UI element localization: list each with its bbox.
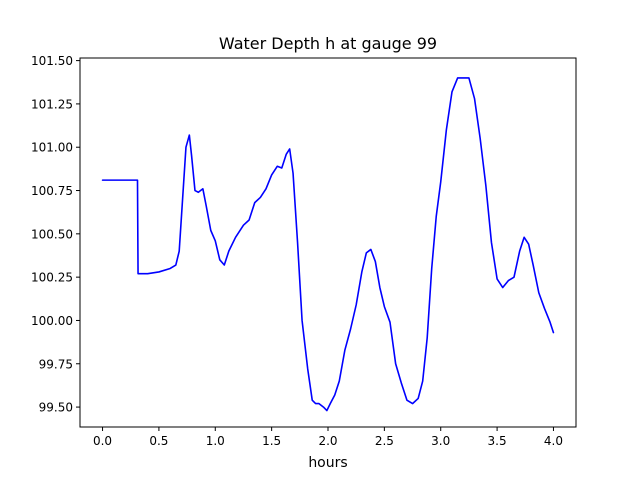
x-tick-label: 1.0 bbox=[206, 434, 225, 448]
y-tick-label: 100.00 bbox=[31, 314, 73, 328]
chart-title: Water Depth h at gauge 99 bbox=[219, 34, 437, 53]
x-tick-label: 0.5 bbox=[149, 434, 168, 448]
y-tick-label: 100.75 bbox=[31, 184, 73, 198]
x-tick-label: 2.0 bbox=[318, 434, 337, 448]
y-tick-label: 100.50 bbox=[31, 227, 73, 241]
x-tick-label: 1.5 bbox=[262, 434, 281, 448]
y-tick-label: 99.75 bbox=[39, 357, 73, 371]
x-axis-label: hours bbox=[308, 455, 347, 471]
y-tick-label: 99.50 bbox=[39, 401, 73, 415]
x-axis: 0.0 0.5 1.0 1.5 2.0 2.5 3.0 3.5 4.0 bbox=[93, 427, 563, 448]
plot-area bbox=[101, 77, 555, 412]
x-tick-label: 3.5 bbox=[488, 434, 507, 448]
y-tick-label: 100.25 bbox=[31, 271, 73, 285]
y-axis: 99.50 99.75 100.00 100.25 100.50 100.75 101.00… bbox=[31, 54, 80, 415]
axes-frame bbox=[79, 57, 577, 428]
y-tick-label: 101.25 bbox=[31, 97, 73, 111]
x-tick-label: 4.0 bbox=[544, 434, 563, 448]
y-tick-label: 101.00 bbox=[31, 141, 73, 155]
x-tick-label: 0.0 bbox=[93, 434, 112, 448]
series-line bbox=[101, 77, 555, 412]
x-tick-label: 3.0 bbox=[431, 434, 450, 448]
x-tick-label: 2.5 bbox=[375, 434, 394, 448]
y-tick-label: 101.50 bbox=[31, 54, 73, 68]
